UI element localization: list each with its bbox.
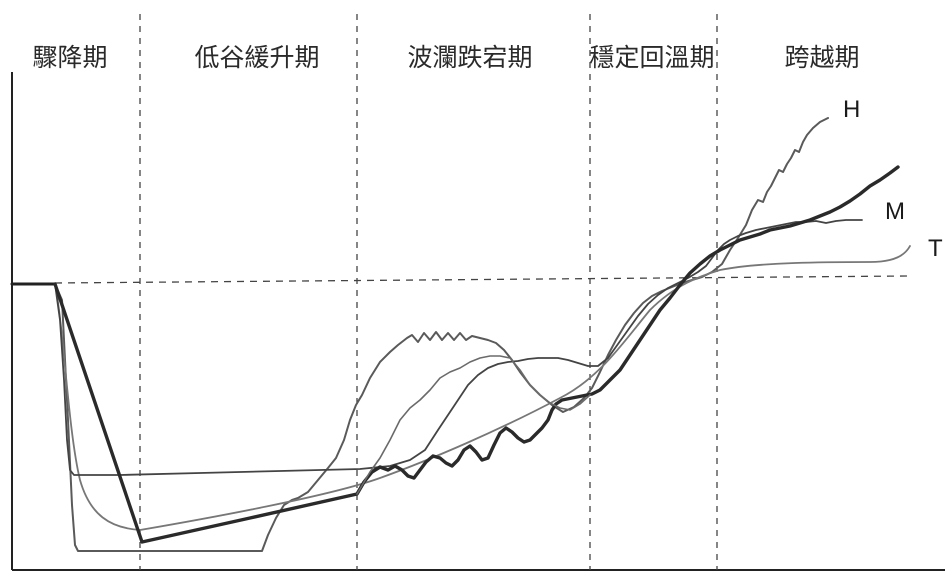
series-t-line [54, 245, 911, 531]
series-label-h: H [843, 96, 860, 123]
series-secondary-wave-line [356, 355, 591, 495]
series-label-m: M [885, 198, 905, 225]
phase-label-2: 低谷緩升期 [194, 43, 319, 72]
series-h-line [54, 117, 829, 552]
series-label-t: T [928, 235, 943, 262]
phase-label-1: 驟降期 [32, 43, 107, 72]
series-m-line [54, 219, 863, 476]
phase-label-3: 波瀾跌宕期 [407, 43, 532, 72]
phase-label-4: 穩定回溫期 [589, 43, 714, 72]
baseline-reference-line [54, 275, 909, 284]
phase-label-5: 跨越期 [784, 43, 859, 72]
series-main-thick-line [53, 165, 900, 544]
